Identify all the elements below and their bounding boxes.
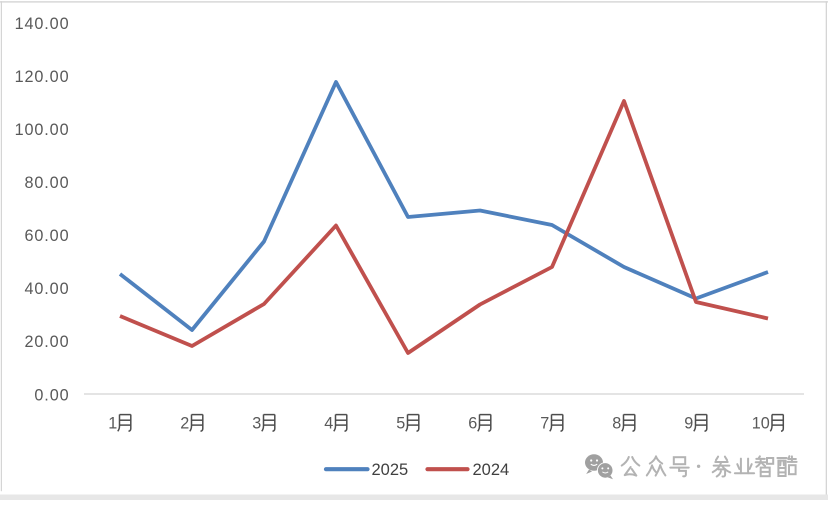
svg-text:10: 10	[752, 414, 770, 432]
svg-text:6: 6	[468, 414, 477, 432]
svg-text:2: 2	[180, 414, 189, 432]
svg-text:3: 3	[252, 414, 261, 432]
svg-text:80.00: 80.00	[24, 174, 69, 192]
svg-text:60.00: 60.00	[24, 227, 69, 245]
svg-text:100.00: 100.00	[15, 121, 70, 139]
svg-text:120.00: 120.00	[15, 68, 70, 86]
svg-text:1: 1	[108, 414, 117, 432]
svg-text:0.00: 0.00	[34, 386, 69, 404]
svg-text:4: 4	[324, 414, 333, 432]
svg-text:140.00: 140.00	[15, 15, 70, 33]
svg-text:7: 7	[540, 414, 549, 432]
svg-text:20.00: 20.00	[24, 333, 69, 351]
svg-text:8: 8	[612, 414, 621, 432]
svg-text:5: 5	[396, 414, 405, 432]
svg-text:9: 9	[684, 414, 693, 432]
svg-text:40.00: 40.00	[24, 280, 69, 298]
svg-text:2024: 2024	[473, 461, 510, 479]
svg-text:2025: 2025	[372, 461, 409, 479]
